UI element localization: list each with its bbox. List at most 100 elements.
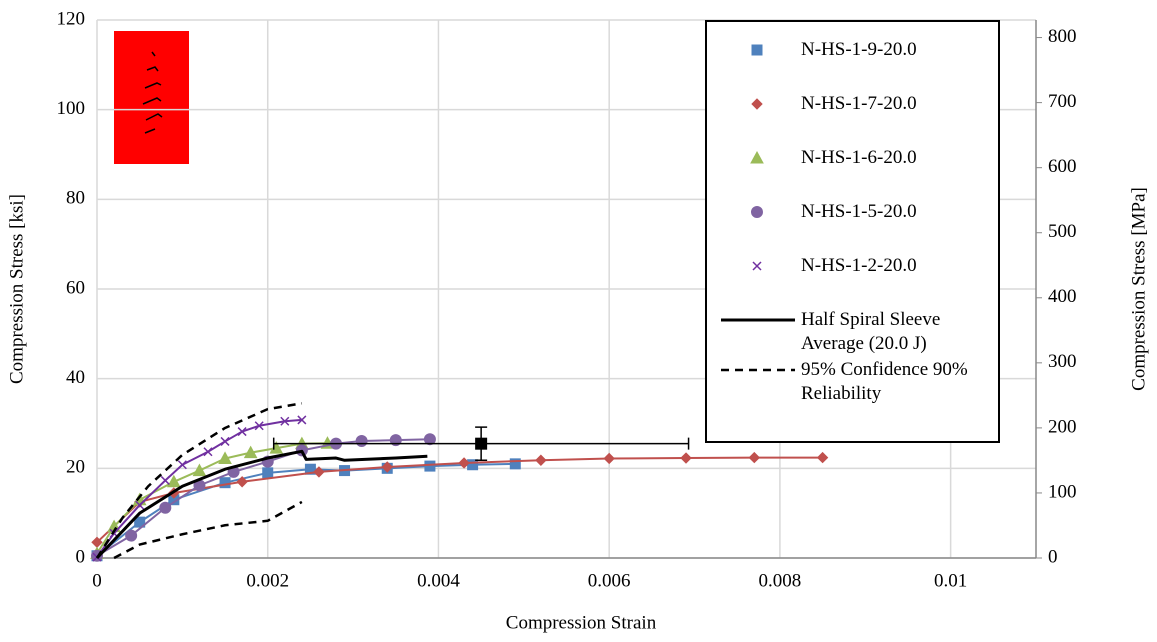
legend-symbol: [750, 150, 764, 164]
y-tick-label: 20: [66, 457, 85, 478]
legend-entry: N-HS-1-2-20.0: [707, 254, 998, 308]
marker: [192, 463, 207, 477]
y2-tick-label: 100: [1048, 481, 1077, 502]
marker: [237, 427, 247, 437]
marker: [423, 433, 436, 446]
legend-symbol: [752, 261, 762, 271]
legend-label: 95% Confidence 90% Reliability: [801, 359, 968, 404]
legend-symbol: [751, 206, 763, 218]
inset-cracks: [142, 51, 163, 134]
y2-tick-label: 200: [1048, 416, 1077, 437]
marker: [166, 474, 181, 488]
y2-tick-label: 500: [1048, 221, 1077, 242]
marker: [355, 434, 368, 447]
marker: [467, 459, 479, 471]
marker: [751, 44, 763, 56]
legend-entry: 95% Confidence 90% Reliability: [707, 358, 998, 408]
y-tick-label: 60: [66, 277, 85, 298]
y-axis-title: Compression Stress [ksi]: [6, 194, 27, 384]
marker: [125, 529, 138, 542]
x-axis-title: Compression Strain: [506, 612, 657, 633]
legend-label: N-HS-1-9-20.0: [801, 39, 917, 60]
marker: [389, 434, 402, 447]
x-tick-label: 0: [92, 570, 102, 591]
marker: [243, 445, 258, 459]
marker: [219, 477, 231, 489]
marker: [135, 500, 145, 510]
marker: [177, 460, 187, 470]
marker: [750, 150, 764, 164]
legend-symbol: [721, 368, 795, 372]
marker: [262, 467, 274, 479]
marker: [424, 460, 436, 472]
y-tick-label: 120: [57, 8, 86, 29]
y2-tick-label: 600: [1048, 156, 1077, 177]
marker: [313, 466, 325, 478]
legend-entry: N-HS-1-7-20.0: [707, 92, 998, 146]
legend-label: N-HS-1-5-20.0: [801, 201, 917, 222]
x-tick-label: 0.008: [759, 570, 802, 591]
marker: [280, 416, 290, 426]
y2-tick-label: 300: [1048, 351, 1077, 372]
legend-label: N-HS-1-2-20.0: [801, 255, 917, 276]
marker: [236, 476, 248, 488]
series: [95, 449, 428, 560]
legend-symbol: [751, 98, 763, 110]
legend-entry: N-HS-1-5-20.0: [707, 200, 998, 254]
mean-point: [475, 437, 488, 450]
legend: N-HS-1-9-20.0 N-HS-1-7-20.0 N-HS-1-6-20.0 N…: [705, 20, 1000, 443]
marker: [680, 452, 692, 464]
y-tick-label: 40: [66, 367, 85, 388]
inset-photo: [114, 31, 189, 164]
legend-symbol: [721, 318, 795, 322]
marker: [748, 451, 761, 464]
x-tick-label: 0.002: [246, 570, 289, 591]
y2-tick-label: 700: [1048, 91, 1077, 112]
legend-symbol: [751, 44, 763, 56]
marker: [458, 457, 470, 469]
y-tick-label: 0: [76, 546, 86, 567]
y2-tick-label: 400: [1048, 286, 1077, 307]
marker: [751, 98, 763, 110]
marker: [603, 452, 615, 465]
series-line: [96, 456, 823, 544]
y2-axis-title: Compression Stress [MPa]: [1128, 187, 1149, 391]
marker: [535, 454, 547, 466]
marker: [220, 436, 230, 446]
marker: [381, 461, 393, 473]
marker: [254, 421, 264, 431]
legend-label: N-HS-1-7-20.0: [801, 93, 917, 114]
marker: [203, 447, 213, 457]
series: [92, 415, 307, 562]
x-tick-label: 0.01: [934, 570, 967, 591]
marker: [816, 451, 829, 464]
y2-tick-label: 0: [1048, 546, 1058, 567]
marker: [752, 261, 762, 271]
x-tick-label: 0.006: [588, 570, 631, 591]
legend-label: Half Spiral Sleeve Average (20.0 J): [801, 309, 941, 354]
series-line: [95, 402, 303, 559]
legend-entry: Half Spiral Sleeve Average (20.0 J): [707, 308, 998, 358]
series: [90, 436, 335, 560]
marker: [304, 463, 316, 475]
y-tick-label: 80: [66, 188, 85, 209]
x-tick-label: 0.004: [417, 570, 460, 591]
series-line: [95, 449, 428, 560]
legend-label: N-HS-1-6-20.0: [801, 147, 917, 168]
y-tick-label: 100: [57, 98, 86, 119]
series-line: [96, 442, 328, 555]
marker: [218, 451, 232, 464]
marker: [751, 206, 763, 218]
legend-entry: N-HS-1-6-20.0: [707, 146, 998, 200]
marker: [297, 415, 307, 425]
series: [91, 451, 829, 549]
marker: [160, 475, 170, 485]
y2-tick-label: 800: [1048, 26, 1077, 47]
error-bar: [272, 426, 690, 462]
series: [95, 402, 303, 559]
marker: [509, 458, 521, 470]
marker: [159, 501, 172, 514]
marker: [134, 516, 146, 528]
legend-entry: N-HS-1-9-20.0: [707, 38, 998, 92]
